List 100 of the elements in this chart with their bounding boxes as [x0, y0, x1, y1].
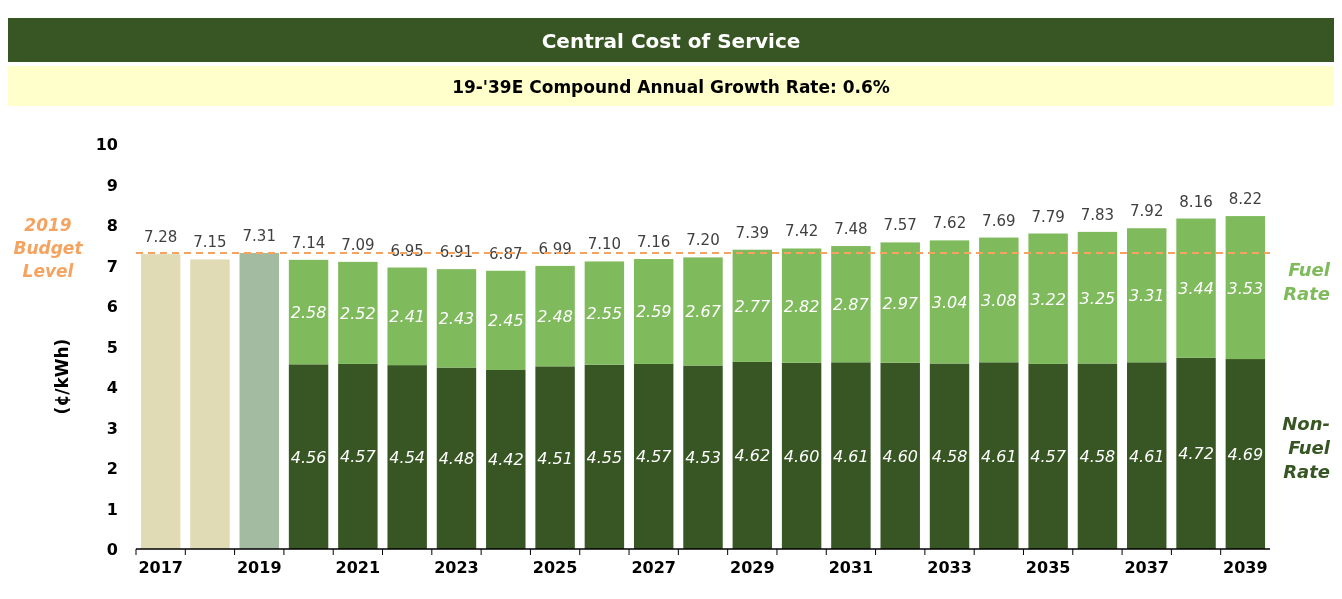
data-label: 2.41	[389, 307, 425, 327]
total-label: 7.79	[1031, 207, 1065, 226]
bar	[1077, 363, 1118, 549]
data-label: 2.77	[734, 296, 771, 316]
y-tick-label: 9	[106, 175, 118, 195]
data-label: 4.61	[1128, 446, 1165, 466]
bar	[535, 265, 575, 367]
total-label: 7.42	[784, 222, 819, 241]
bar	[288, 364, 329, 549]
bar	[979, 237, 1019, 363]
bar	[1225, 216, 1266, 360]
chart-title: Central Cost of Service	[541, 29, 801, 53]
total-label: 7.31	[242, 226, 276, 245]
bar	[683, 257, 723, 366]
bar	[486, 270, 526, 370]
x-tick-label: 2027	[631, 558, 676, 577]
data-label: 4.62	[734, 446, 771, 466]
x-tick-label: 2039	[1223, 558, 1268, 577]
data-label: 3.44	[1178, 279, 1214, 299]
bar	[584, 261, 625, 365]
bar	[338, 363, 378, 549]
data-label: 2.48	[537, 307, 573, 327]
data-label: 4.60	[783, 446, 820, 466]
bar	[1176, 357, 1216, 549]
data-label: 3.53	[1227, 278, 1264, 298]
y-axis-title: (¢/kWh)	[52, 338, 72, 415]
data-label: 4.42	[487, 450, 524, 470]
bar	[486, 369, 526, 549]
x-tick-label: 2035	[1025, 558, 1071, 577]
data-label: 4.69	[1227, 445, 1264, 465]
total-label: 8.16	[1179, 192, 1213, 211]
bar	[1176, 218, 1216, 358]
series-label: Non-Fuel Rate	[1282, 413, 1331, 483]
data-label: 2.55	[586, 304, 623, 324]
bar	[781, 248, 822, 363]
bar	[929, 240, 970, 364]
data-label: 4.72	[1178, 444, 1214, 464]
data-label: 2.52	[340, 303, 376, 323]
bar	[732, 361, 773, 549]
bar	[584, 364, 625, 549]
bar	[633, 363, 674, 549]
data-label: 2.67	[685, 302, 722, 322]
bar	[387, 365, 427, 549]
bar	[436, 269, 477, 368]
y-tick-label: 1	[106, 499, 118, 519]
y-tick-label: 10	[95, 135, 118, 154]
data-label: 3.08	[981, 290, 1017, 310]
total-label: 7.83	[1080, 205, 1115, 224]
y-tick-label: 3	[106, 418, 118, 438]
x-tick-label: 2021	[335, 558, 381, 577]
data-label: 3.25	[1079, 288, 1116, 308]
bar	[1028, 363, 1068, 549]
bar	[929, 363, 970, 549]
bar	[288, 259, 329, 365]
data-label: 4.48	[438, 449, 475, 469]
x-tick-label: 2029	[730, 558, 775, 577]
data-label: 4.57	[340, 447, 377, 467]
total-label: 7.16	[636, 233, 671, 252]
data-label: 2.82	[783, 296, 820, 316]
bar	[387, 267, 427, 366]
bar	[1127, 228, 1167, 363]
x-tick-label: 2023	[434, 558, 479, 577]
bar	[880, 362, 920, 549]
total-label: 7.48	[834, 220, 868, 239]
total-label: 7.92	[1130, 202, 1164, 221]
bar	[239, 252, 279, 549]
y-tick-label: 6	[106, 297, 118, 316]
y-tick-label: 0	[106, 540, 118, 559]
y-tick-label: 2	[106, 459, 118, 478]
bar	[831, 362, 871, 549]
data-label: 4.60	[882, 446, 919, 466]
data-label: 3.04	[931, 292, 968, 312]
data-label: 4.58	[931, 447, 968, 467]
data-label: 2.58	[290, 303, 327, 323]
data-label: 4.61	[981, 446, 1017, 466]
bar	[732, 249, 773, 362]
data-label: 3.31	[1128, 286, 1165, 306]
bar	[633, 259, 674, 364]
data-label: 4.58	[1079, 447, 1116, 467]
data-label: 4.61	[833, 446, 869, 466]
x-tick-label: 2031	[828, 558, 874, 577]
total-label: 7.10	[587, 235, 622, 254]
data-label: 4.54	[389, 448, 425, 468]
bar	[190, 259, 230, 549]
bar	[979, 362, 1019, 549]
x-tick-label: 2033	[927, 558, 972, 577]
bar	[140, 254, 181, 549]
bar	[683, 365, 723, 549]
data-label: 4.51	[537, 448, 573, 468]
total-label: 7.69	[982, 211, 1016, 230]
data-label: 2.97	[882, 293, 919, 313]
chart-subtitle: 19-'39E Compound Annual Growth Rate: 0.6%	[452, 77, 890, 97]
data-label: 2.43	[438, 309, 475, 329]
y-tick-label: 7	[106, 256, 118, 276]
bar	[535, 366, 575, 549]
bar	[1028, 233, 1068, 364]
total-label: 8.22	[1228, 190, 1263, 209]
data-label: 2.59	[635, 302, 672, 322]
x-tick-label: 2037	[1124, 558, 1169, 577]
ref-line-label: 2019 Budget Level	[13, 214, 84, 281]
